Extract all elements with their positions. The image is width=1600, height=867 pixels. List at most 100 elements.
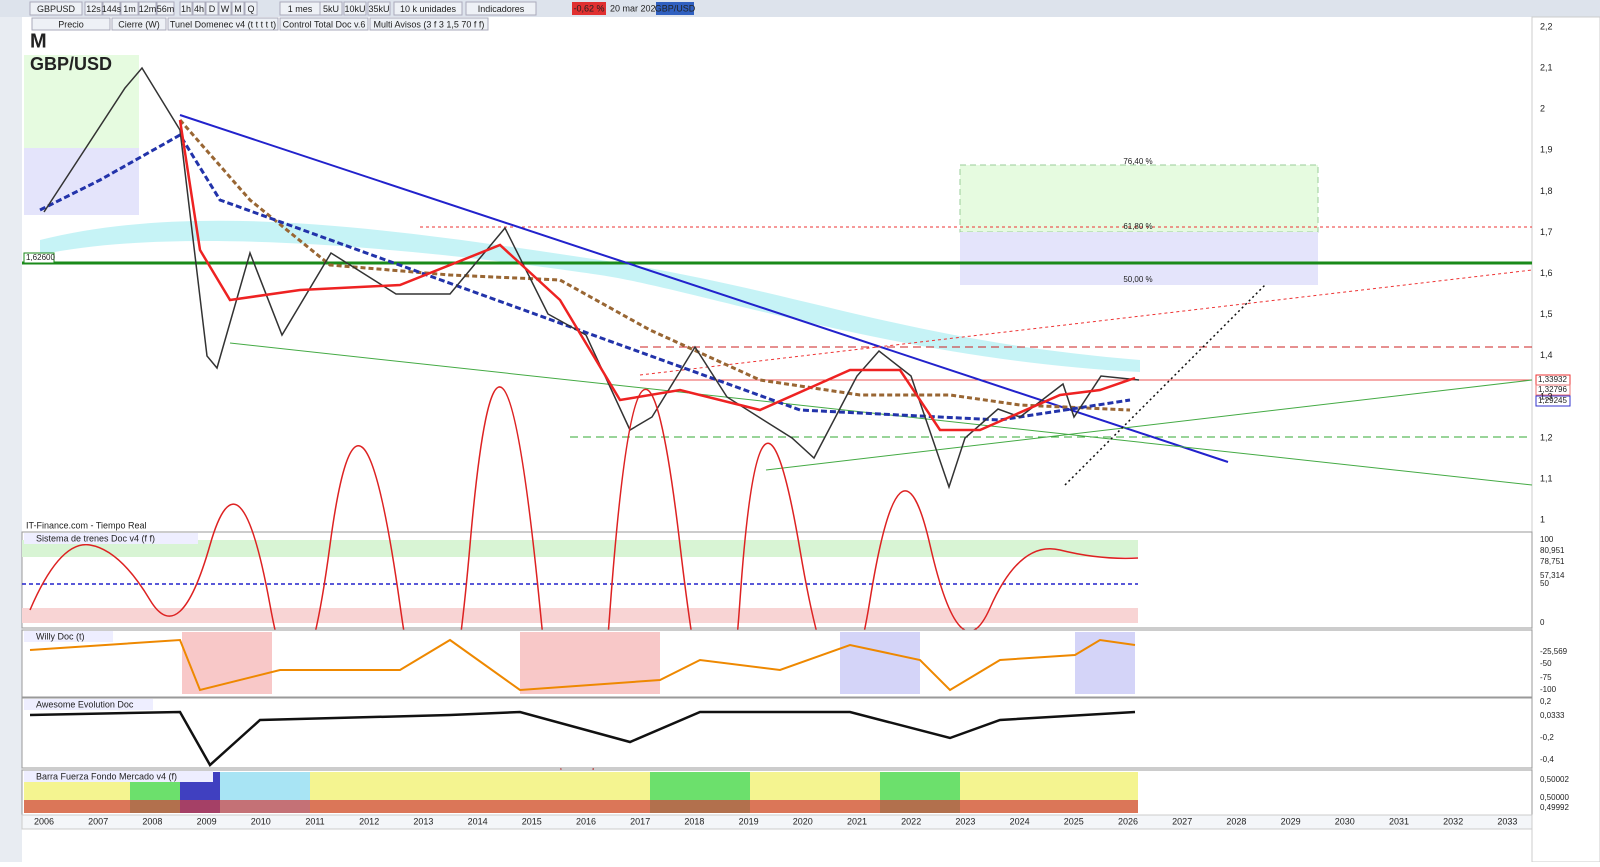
panel-axis-label: -50: [1540, 659, 1552, 668]
timeframe-button[interactable]: M: [234, 4, 242, 14]
legend-item[interactable]: Tunel Domenec v4 (t t t t t): [170, 19, 276, 29]
panel-axis-label: 50: [1540, 579, 1549, 588]
oscillator: [29, 638, 1136, 692]
price-label: 1: [1540, 515, 1545, 525]
timeframe-button[interactable]: W: [221, 4, 230, 14]
button-bg: [205, 1, 219, 16]
panel-axis-label: 100: [1540, 535, 1554, 544]
price-label: 1,6: [1540, 268, 1553, 278]
year-label: 2033: [1497, 816, 1517, 826]
legend-item[interactable]: Cierre (W): [118, 19, 160, 29]
year-label: 2013: [413, 816, 433, 826]
year-label: 2017: [630, 816, 650, 826]
fib-box: [960, 232, 1318, 285]
panel: [21, 629, 1533, 698]
price-label: 2,2: [1540, 21, 1553, 31]
zone: [840, 632, 920, 694]
button-bg: [231, 1, 245, 16]
button-bg: [393, 1, 463, 16]
year-label: 2011: [305, 816, 324, 826]
projection-arrow: [1064, 284, 1266, 486]
panel-axis-label: -100: [1540, 685, 1557, 694]
year-label: 2015: [522, 816, 542, 826]
button-bg: [367, 1, 391, 16]
panel-axis-label: 80,951: [1540, 546, 1565, 555]
button-bg: [138, 1, 157, 16]
price-label: 1,5: [1540, 309, 1553, 319]
panel-name: Sistema de trenes Doc v4 (f f): [36, 533, 155, 543]
unit-select[interactable]: 10 k unidades: [400, 4, 457, 14]
unit-button[interactable]: 10kU: [344, 4, 365, 14]
panel-axis-label: 0: [1540, 618, 1545, 627]
button-bg: [465, 1, 537, 16]
indicators-button[interactable]: Indicadores: [478, 4, 525, 14]
legend-item[interactable]: Precio: [58, 19, 84, 29]
year-label: 2018: [684, 816, 704, 826]
panel-name: Awesome Evolution Doc: [36, 699, 134, 709]
year-label: 2023: [955, 816, 975, 826]
price-label: 1,7: [1540, 227, 1553, 237]
timeframe-button[interactable]: 144s: [102, 4, 122, 14]
panel-axis-label: 0,0333: [1540, 711, 1565, 720]
button-bg: [29, 1, 83, 16]
timeframe-button[interactable]: 12s: [86, 4, 101, 14]
year-label: 2022: [901, 816, 921, 826]
period-select[interactable]: 1 mes: [288, 4, 313, 14]
year-label: 2006: [34, 816, 54, 826]
timeframe-button[interactable]: 12m: [139, 4, 157, 14]
button-bg: [319, 1, 343, 16]
year-label: 2024: [1010, 816, 1030, 826]
panel-axis-label: 0,49992: [1540, 803, 1569, 812]
legend-item[interactable]: Multi Avisos (3 f 3 1,5 70 f f): [374, 19, 485, 29]
button-bg: [31, 17, 111, 31]
button-bg: [156, 1, 175, 16]
timeframe-button[interactable]: 1m: [123, 4, 136, 14]
panel-header: [24, 533, 198, 544]
oscillator: [29, 710, 1136, 767]
main-chart: [22, 55, 1533, 490]
zone: [22, 608, 1138, 623]
year-label: 2010: [251, 816, 271, 826]
panel-axis-label: 0,50000: [1540, 793, 1569, 802]
timeframe-button[interactable]: 56m: [157, 4, 175, 14]
button-bg: [179, 1, 193, 16]
panel: [21, 697, 1533, 769]
unit-button[interactable]: 35kU: [368, 4, 389, 14]
unit-button[interactable]: 5kU: [323, 4, 339, 14]
button-bg: [192, 1, 206, 16]
panel-axis-label: -0,2: [1540, 733, 1554, 742]
year-label: 2007: [88, 816, 108, 826]
price-label: 1,8: [1540, 186, 1553, 196]
panel-axis-label: 0,2: [1540, 697, 1552, 706]
button-bg: [111, 17, 167, 31]
symbol-select[interactable]: GBPUSD: [37, 4, 76, 14]
timeframe-button[interactable]: 1h: [181, 4, 191, 14]
button-bg: [369, 17, 489, 31]
button-bg: [84, 1, 103, 16]
year-label: 2025: [1064, 816, 1084, 826]
timeframe-button[interactable]: D: [209, 4, 216, 14]
level-tag: [23, 252, 55, 264]
price-tag-label: 1,32796: [1538, 385, 1567, 394]
trend-line: [179, 114, 1229, 463]
button-bg: [120, 1, 139, 16]
price-tag-label: 1,33932: [1538, 375, 1567, 384]
panel-header: [24, 631, 113, 642]
year-label: 2029: [1281, 816, 1301, 826]
price-label: 1,4: [1540, 350, 1553, 360]
timeframe-button[interactable]: 4h: [194, 4, 204, 14]
timeframe-button[interactable]: Q: [247, 4, 254, 14]
year-label: 2019: [739, 816, 759, 826]
panel-axis-label: -75: [1540, 673, 1552, 682]
button-bg: [102, 1, 121, 16]
zone: [520, 632, 660, 694]
year-label: 2032: [1443, 816, 1463, 826]
fib-box: [959, 164, 1319, 233]
year-label: 2021: [847, 816, 867, 826]
button-bg: [343, 1, 367, 16]
panel-header: [24, 699, 153, 710]
legend-item[interactable]: Control Total Doc v.6: [283, 19, 366, 29]
cloud: [40, 220, 1140, 372]
fib-label: 61,80 %: [1123, 222, 1152, 231]
